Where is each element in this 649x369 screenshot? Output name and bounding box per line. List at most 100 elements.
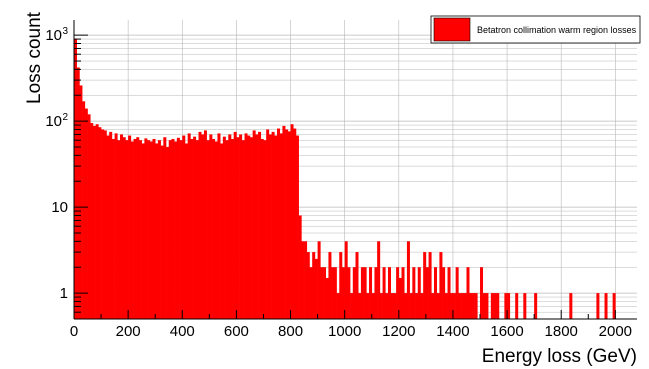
histogram-bar bbox=[396, 267, 400, 319]
x-tick-label: 800 bbox=[278, 323, 303, 340]
histogram-bar bbox=[374, 267, 378, 319]
histogram-bar bbox=[166, 147, 170, 319]
x-ticks: 0 200 400 600 800 1000 1200 1400 1600 1800 2000 bbox=[70, 310, 632, 340]
histogram-bar bbox=[203, 130, 207, 319]
histogram-bar bbox=[190, 138, 194, 319]
histogram-bar bbox=[274, 135, 278, 319]
histogram-bar bbox=[114, 133, 118, 319]
histogram-bar bbox=[95, 124, 99, 319]
histogram-bar bbox=[350, 293, 354, 319]
histogram-bar bbox=[233, 131, 237, 319]
x-tick-label: 0 bbox=[70, 323, 78, 340]
histogram-bar bbox=[133, 138, 137, 319]
histogram-bar bbox=[463, 293, 467, 319]
histogram-bar bbox=[393, 293, 397, 319]
histogram-bar bbox=[360, 267, 364, 319]
histogram-bar bbox=[103, 130, 107, 319]
histogram-bar bbox=[612, 293, 616, 319]
histogram-bar bbox=[82, 101, 86, 319]
histogram-bar bbox=[406, 241, 410, 319]
histogram-bar bbox=[206, 140, 210, 319]
histogram-bar bbox=[157, 140, 161, 319]
histogram-bar bbox=[241, 140, 245, 319]
histogram-bar bbox=[168, 140, 172, 319]
histogram-bar bbox=[247, 135, 251, 319]
x-axis-title: Energy loss (GeV) bbox=[482, 346, 637, 367]
histogram-bar bbox=[461, 293, 465, 319]
histogram-bar bbox=[76, 67, 80, 320]
histogram-bar bbox=[155, 143, 159, 319]
histogram-bar bbox=[379, 293, 383, 319]
histogram-bar bbox=[604, 293, 608, 319]
histogram-bar bbox=[236, 137, 240, 319]
histogram-bar bbox=[87, 114, 91, 319]
histogram-bar bbox=[504, 293, 508, 319]
histogram-bar bbox=[466, 267, 470, 319]
histogram-bar bbox=[377, 241, 381, 319]
histogram-bar bbox=[184, 143, 188, 319]
histogram-bar bbox=[306, 252, 310, 319]
histogram-bar bbox=[90, 123, 94, 320]
legend: Betatron collimation warm region losses bbox=[430, 15, 641, 44]
histogram-bar bbox=[141, 143, 145, 319]
histogram-bar bbox=[201, 134, 205, 319]
histogram-bar bbox=[344, 241, 348, 319]
histogram-bar bbox=[74, 39, 78, 319]
histogram-bar bbox=[480, 267, 484, 319]
histogram-bar bbox=[217, 133, 221, 319]
histogram-bar bbox=[187, 133, 191, 319]
histogram-bar bbox=[179, 140, 183, 319]
histogram-bar bbox=[222, 136, 226, 319]
histogram-bar bbox=[444, 293, 448, 319]
histogram-bar bbox=[98, 127, 102, 319]
histogram-bar bbox=[314, 258, 318, 319]
histogram-bar bbox=[358, 293, 362, 319]
histogram-bar bbox=[290, 124, 294, 319]
histogram-bar bbox=[279, 133, 283, 319]
histogram-bar bbox=[447, 267, 451, 319]
histogram-bar bbox=[117, 140, 121, 319]
histogram-bar bbox=[493, 293, 497, 319]
histogram-bar bbox=[285, 129, 289, 319]
histogram-bar bbox=[295, 135, 299, 319]
histogram-bar bbox=[320, 267, 324, 319]
histogram-bar bbox=[149, 141, 153, 319]
x-tick-label: 2000 bbox=[599, 323, 632, 340]
histogram-bar bbox=[171, 138, 175, 319]
x-tick-label: 1800 bbox=[545, 323, 578, 340]
histogram-bar bbox=[450, 293, 454, 319]
histogram-bar bbox=[323, 267, 327, 319]
x-tick-label: 1400 bbox=[436, 323, 469, 340]
histogram-bar bbox=[474, 293, 478, 319]
histogram-bar bbox=[455, 267, 459, 319]
histogram-bar bbox=[120, 134, 124, 319]
histogram-bar bbox=[415, 293, 419, 319]
histogram-bar bbox=[271, 131, 275, 319]
histogram-bar bbox=[225, 140, 229, 319]
histogram-bar bbox=[431, 293, 435, 319]
histogram-bar bbox=[442, 267, 446, 319]
histogram-bar bbox=[255, 134, 259, 319]
y-tick-exponent: 2 bbox=[62, 112, 68, 123]
histogram-bar bbox=[101, 129, 105, 319]
histogram-bar bbox=[195, 140, 199, 319]
histogram-bar bbox=[347, 267, 351, 319]
x-tick-label: 1600 bbox=[490, 323, 523, 340]
histogram-bar bbox=[428, 252, 432, 319]
histogram-bar bbox=[249, 137, 253, 319]
histogram-bar bbox=[268, 134, 272, 319]
histogram-bar bbox=[209, 134, 213, 319]
histogram-bar bbox=[569, 293, 573, 319]
histogram-bar bbox=[596, 293, 600, 319]
histogram-bar bbox=[111, 138, 115, 319]
histogram-bar bbox=[282, 125, 286, 319]
histogram-bar bbox=[239, 134, 243, 319]
legend-label: Betatron collimation warm region losses bbox=[477, 25, 637, 35]
histogram-bar bbox=[182, 135, 186, 319]
histogram-bar bbox=[523, 293, 527, 319]
histogram-bar bbox=[409, 293, 413, 319]
histogram-bar bbox=[193, 136, 197, 319]
histogram-bar bbox=[425, 267, 429, 319]
